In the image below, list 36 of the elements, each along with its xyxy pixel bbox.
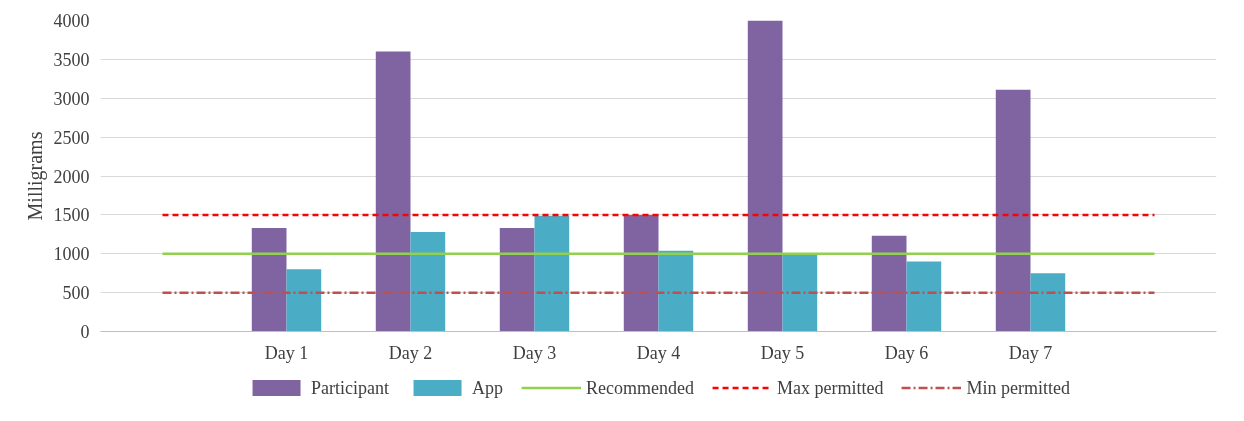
bar [906, 261, 942, 332]
x-tick-label: Day 7 [1008, 342, 1053, 363]
x-tick-label: Day 6 [884, 342, 929, 363]
legend-label: Min permitted [966, 377, 1070, 398]
bar [623, 214, 659, 332]
y-tick-label: 1500 [53, 205, 90, 226]
y-axis-title: Milligrams [23, 131, 47, 221]
bar [1030, 273, 1066, 332]
x-tick-label: Day 3 [512, 342, 557, 363]
x-tick-label: Day 2 [388, 342, 433, 363]
bar [782, 253, 818, 332]
x-tick-label: Day 5 [760, 342, 805, 363]
legend-label: Participant [311, 377, 390, 398]
legend-label: Recommended [586, 377, 694, 398]
bar [410, 231, 446, 332]
bar [251, 228, 287, 332]
x-tick-label: Day 1 [264, 342, 309, 363]
bar [747, 20, 783, 332]
legend-label: Max permitted [776, 377, 884, 398]
y-tick-label: 2500 [53, 127, 90, 148]
bar [286, 269, 322, 332]
bar [658, 250, 694, 332]
legend-label: App [472, 377, 504, 398]
y-tick-label: 2000 [53, 166, 90, 187]
y-tick-label: 500 [62, 283, 90, 304]
y-tick-label: 3500 [53, 49, 90, 70]
bar [499, 228, 535, 332]
x-tick-label: Day 4 [636, 342, 681, 363]
y-tick-label: 1000 [53, 244, 90, 265]
y-tick-label: 0 [80, 322, 90, 342]
bar [995, 89, 1031, 332]
bar [534, 215, 570, 332]
y-tick-label: 4000 [53, 11, 90, 31]
bar [375, 51, 411, 332]
y-tick-label: 3000 [53, 88, 90, 109]
bar [871, 235, 907, 332]
